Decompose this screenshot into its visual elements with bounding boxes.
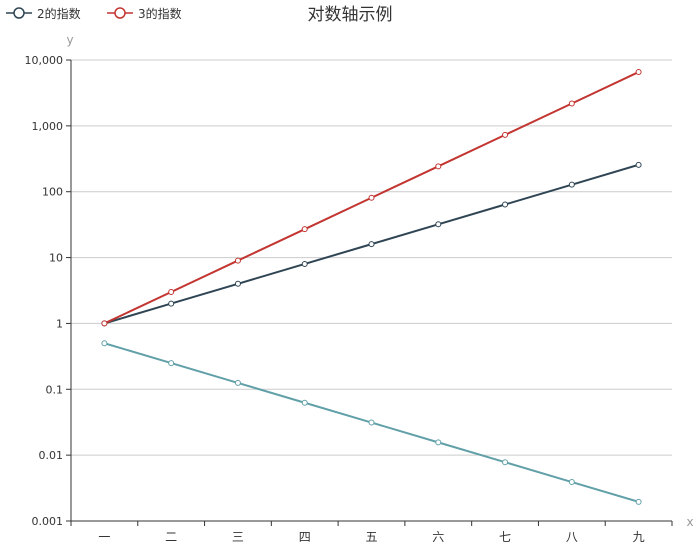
series-point[interactable] [502, 201, 509, 208]
x-tick-label: 二 [165, 530, 177, 544]
series-point[interactable] [168, 360, 175, 367]
legend-item[interactable]: 2的指数 [6, 6, 81, 21]
x-tick-label: 七 [499, 530, 511, 544]
y-tick-label: 0.001 [32, 515, 64, 528]
series-point[interactable] [301, 260, 308, 267]
legend-point-marker [13, 7, 25, 19]
series-point[interactable] [301, 399, 308, 406]
series-point[interactable] [168, 289, 175, 296]
y-tick-label: 1 [56, 317, 63, 330]
axes: 0.001 0.01 0.1 1 10 100 1,000 10,000 一 二 三 四 五 六 七 八 九 [25, 54, 673, 544]
y-grid-lines [71, 59, 672, 522]
series-point[interactable] [368, 419, 375, 426]
series-point[interactable] [234, 379, 241, 386]
y-tick-label: 1,000 [32, 120, 64, 133]
x-tick-label: 五 [365, 530, 377, 544]
series-3 [101, 340, 642, 505]
y-tick-label: 10 [49, 252, 63, 265]
series-point[interactable] [435, 221, 442, 228]
y-tick-label: 100 [42, 186, 63, 199]
legend-point-marker [114, 7, 126, 19]
x-tick-label: 九 [633, 530, 645, 544]
series-point[interactable] [502, 459, 509, 466]
series-point[interactable] [234, 280, 241, 287]
series-point[interactable] [168, 300, 175, 307]
legend-label: 2的指数 [37, 6, 81, 21]
x-tick-label: 六 [432, 530, 444, 544]
series-point[interactable] [568, 181, 575, 188]
series-point[interactable] [568, 479, 575, 486]
series-point[interactable] [368, 194, 375, 201]
x-tick-label: 一 [98, 530, 110, 544]
x-tick-label: 三 [232, 530, 244, 544]
y-tick-label: 0.01 [39, 449, 64, 462]
series-point[interactable] [101, 340, 108, 347]
series-point[interactable] [101, 320, 108, 327]
legend: 2的指数 3的指数 [6, 6, 182, 21]
chart-title: 对数轴示例 [308, 5, 393, 25]
series-point[interactable] [568, 100, 575, 107]
series-point[interactable] [368, 241, 375, 248]
x-tick-label: 八 [566, 530, 578, 544]
series-layer [101, 69, 642, 505]
series-point[interactable] [435, 163, 442, 170]
y-axis-label: y [66, 33, 73, 47]
series-2 [101, 69, 642, 327]
legend-item[interactable]: 3的指数 [107, 6, 182, 21]
series-point[interactable] [435, 439, 442, 446]
y-tick-label: 0.1 [46, 383, 64, 396]
series-point[interactable] [635, 161, 642, 168]
y-tick-label: 10,000 [25, 54, 64, 67]
series-point[interactable] [635, 69, 642, 76]
series-point[interactable] [635, 498, 642, 505]
series-1 [101, 161, 642, 327]
series-point[interactable] [234, 257, 241, 264]
series-point[interactable] [502, 131, 509, 138]
series-point[interactable] [301, 226, 308, 233]
legend-label: 3的指数 [138, 6, 182, 21]
x-tick-label: 四 [299, 530, 311, 544]
x-axis-label: x [686, 515, 693, 529]
